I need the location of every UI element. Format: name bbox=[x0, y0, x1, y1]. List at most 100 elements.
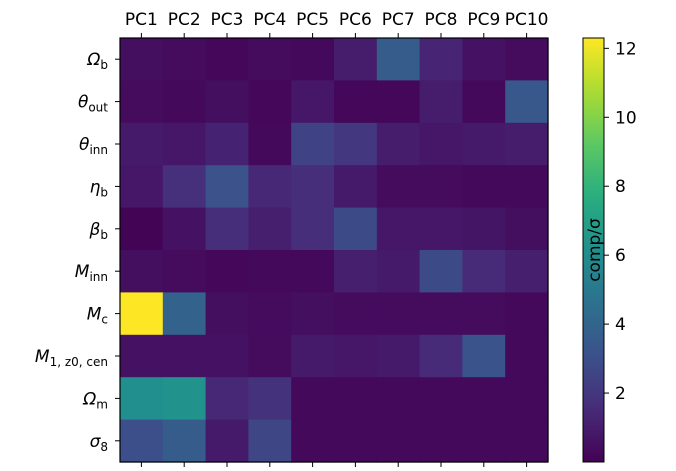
heatmap-cell-η_b-PC7 bbox=[376, 165, 421, 209]
row-label-subscript: 8 bbox=[100, 440, 108, 454]
row-label-base: σ bbox=[90, 432, 102, 452]
colorbar bbox=[582, 37, 605, 463]
heatmap-cell-M_1,z0,cen-PC10 bbox=[505, 334, 549, 378]
heatmap-cell-β_b-PC2 bbox=[162, 207, 207, 251]
colorbar-tick-label-6: 6 bbox=[615, 246, 626, 266]
row-label-base: M bbox=[75, 262, 90, 282]
heatmap-cell-Ω_b-PC9 bbox=[462, 38, 506, 81]
heatmap-cell-M_inn-PC3 bbox=[205, 250, 249, 293]
heatmap-cell-Ω_b-PC3 bbox=[205, 38, 249, 81]
heatmap-cell-M_c-PC8 bbox=[419, 292, 463, 336]
row-label-base: β bbox=[89, 220, 101, 240]
row-label-subscript: out bbox=[88, 101, 108, 115]
heatmap-cell-η_b-PC5 bbox=[291, 165, 335, 209]
heatmap-cell-β_b-PC5 bbox=[291, 207, 335, 251]
heatmap-cell-Ω_m-PC7 bbox=[376, 377, 421, 421]
heatmap-cell-M_1,z0,cen-PC9 bbox=[462, 334, 506, 378]
heatmap-cell-M_1,z0,cen-PC6 bbox=[334, 334, 378, 378]
heatmap-cell-Ω_m-PC9 bbox=[462, 377, 506, 421]
heatmap-cell-σ_8-PC3 bbox=[205, 419, 249, 463]
row-label-base: M bbox=[87, 305, 102, 325]
heatmap-cell-θ_inn-PC8 bbox=[419, 122, 463, 166]
heatmap-cell-M_c-PC4 bbox=[248, 292, 292, 336]
column-label-PC4: PC4 bbox=[253, 10, 286, 30]
heatmap-cell-θ_inn-PC7 bbox=[376, 122, 421, 166]
heatmap-cell-M_c-PC1 bbox=[120, 292, 164, 336]
heatmap-cell-θ_out-PC1 bbox=[120, 80, 164, 124]
column-label-PC10: PC10 bbox=[505, 10, 549, 30]
column-label-PC9: PC9 bbox=[467, 10, 500, 30]
row-label-θ_out: θout bbox=[78, 93, 108, 115]
heatmap-cell-θ_inn-PC2 bbox=[162, 122, 207, 166]
heatmap-cell-Ω_b-PC5 bbox=[291, 38, 335, 81]
heatmap-cell-Ω_m-PC4 bbox=[248, 377, 292, 421]
heatmap-cell-M_c-PC3 bbox=[205, 292, 249, 336]
row-label-Ω_m: Ωm bbox=[82, 389, 108, 411]
heatmap-cell-M_inn-PC1 bbox=[120, 250, 164, 293]
row-label-subscript: inn bbox=[89, 143, 108, 157]
heatmap-cell-M_inn-PC9 bbox=[462, 250, 506, 293]
heatmap-cell-M_1,z0,cen-PC2 bbox=[162, 334, 207, 378]
row-label-M_inn: Minn bbox=[75, 262, 108, 284]
row-label-M_1,z0,cen: M1, z0, cen bbox=[35, 347, 108, 369]
heatmap-cell-Ω_b-PC10 bbox=[505, 38, 549, 81]
heatmap-cell-σ_8-PC4 bbox=[248, 419, 292, 463]
heatmap-cell-M_inn-PC5 bbox=[291, 250, 335, 293]
heatmap-frame bbox=[119, 37, 549, 463]
colorbar-tick-label-12: 12 bbox=[615, 39, 637, 59]
colorbar-tick-label-4: 4 bbox=[615, 315, 626, 335]
column-label-PC5: PC5 bbox=[296, 10, 329, 30]
heatmap-cell-M_inn-PC6 bbox=[334, 250, 378, 293]
row-label-η_b: ηb bbox=[90, 177, 108, 199]
row-label-subscript: inn bbox=[89, 270, 108, 284]
column-label-PC1: PC1 bbox=[125, 10, 158, 30]
heatmap-cell-θ_out-PC10 bbox=[505, 80, 549, 124]
heatmap-cell-η_b-PC6 bbox=[334, 165, 378, 209]
heatmap-cell-σ_8-PC9 bbox=[462, 419, 506, 463]
heatmap-cell-θ_out-PC2 bbox=[162, 80, 207, 124]
heatmap-cell-θ_inn-PC1 bbox=[120, 122, 164, 166]
heatmap-cell-β_b-PC1 bbox=[120, 207, 164, 251]
row-label-M_c: Mc bbox=[87, 305, 108, 327]
heatmap-cell-M_inn-PC2 bbox=[162, 250, 207, 293]
colorbar-ticks: 2 4 6 8 10 12 bbox=[604, 39, 637, 404]
row-label-base: θ bbox=[78, 93, 89, 113]
heatmap-cell-σ_8-PC10 bbox=[505, 419, 549, 463]
heatmap-cell-σ_8-PC6 bbox=[334, 419, 378, 463]
heatmap-cell-Ω_m-PC3 bbox=[205, 377, 249, 421]
heatmap-cell-M_1,z0,cen-PC7 bbox=[376, 334, 421, 378]
heatmap-cell-η_b-PC2 bbox=[162, 165, 207, 209]
row-label-Ω_b: Ωb bbox=[86, 50, 108, 72]
heatmap-cell-Ω_b-PC2 bbox=[162, 38, 207, 81]
row-label-subscript: b bbox=[100, 228, 108, 242]
heatmap-cell-η_b-PC3 bbox=[205, 165, 249, 209]
row-label-σ_8: σ8 bbox=[90, 432, 108, 454]
heatmap-cell-β_b-PC6 bbox=[334, 207, 378, 251]
heatmap-cell-β_b-PC3 bbox=[205, 207, 249, 251]
heatmap-cells bbox=[120, 38, 549, 463]
row-label-θ_inn: θinn bbox=[79, 135, 108, 157]
colorbar-tick-label-10: 10 bbox=[615, 108, 637, 128]
heatmap-cell-θ_inn-PC5 bbox=[291, 122, 335, 166]
row-label-subscript: b bbox=[100, 58, 108, 72]
heatmap-cell-M_c-PC6 bbox=[334, 292, 378, 336]
heatmap-cell-M_1,z0,cen-PC1 bbox=[120, 334, 164, 378]
heatmap-cell-β_b-PC7 bbox=[376, 207, 421, 251]
heatmap-cell-θ_out-PC6 bbox=[334, 80, 378, 124]
heatmap-cell-σ_8-PC2 bbox=[162, 419, 207, 463]
heatmap-cell-θ_inn-PC4 bbox=[248, 122, 292, 166]
heatmap-cell-M_1,z0,cen-PC8 bbox=[419, 334, 463, 378]
column-label-PC2: PC2 bbox=[168, 10, 201, 30]
row-label-base: θ bbox=[79, 135, 90, 155]
row-label-subscript: b bbox=[100, 185, 108, 199]
heatmap-cell-M_c-PC9 bbox=[462, 292, 506, 336]
heatmap-cell-Ω_b-PC7 bbox=[376, 38, 421, 81]
heatmap-cell-η_b-PC4 bbox=[248, 165, 292, 209]
heatmap-cell-M_c-PC5 bbox=[291, 292, 335, 336]
heatmap-cell-θ_inn-PC10 bbox=[505, 122, 549, 166]
heatmap-cell-Ω_m-PC8 bbox=[419, 377, 463, 421]
row-label-base: M bbox=[35, 347, 50, 367]
heatmap-cell-M_inn-PC4 bbox=[248, 250, 292, 293]
